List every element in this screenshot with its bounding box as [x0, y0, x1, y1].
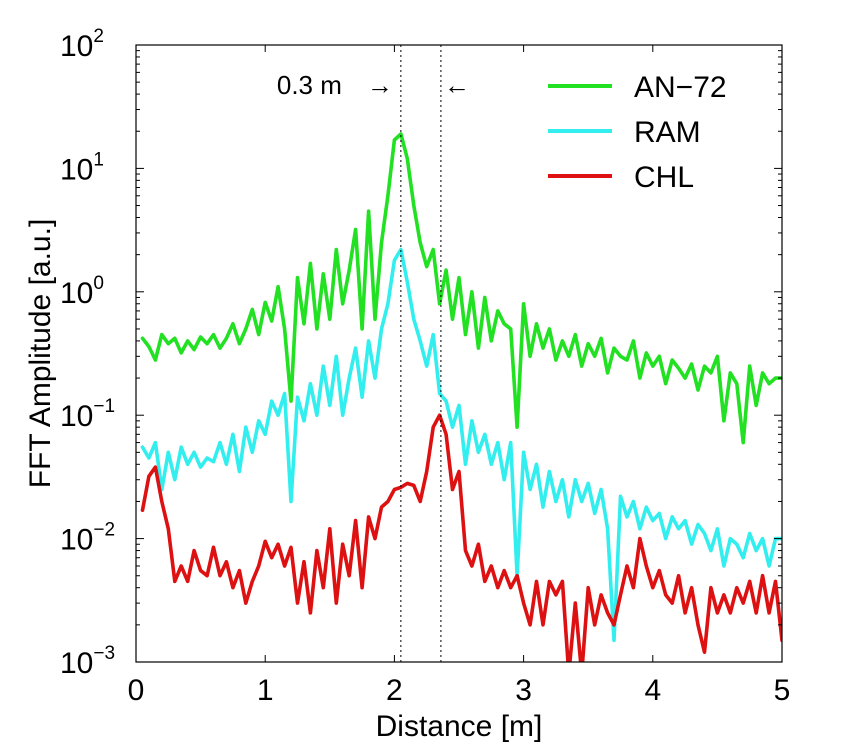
x-tick-label-0: 0 — [128, 674, 145, 707]
ticks-layer: 0 1 2 3 4 5 10−3 10−2 10−1 100 101 102 — [60, 26, 790, 707]
annotation-layer: 0.3 m → ← — [277, 45, 470, 662]
x-tick-label-3: 3 — [515, 674, 532, 707]
series-line-1 — [140, 247, 782, 643]
y-tick-label-2: 10−1 — [60, 396, 115, 433]
x-tick-label-5: 5 — [774, 674, 791, 707]
y-tick-label-1: 10−2 — [60, 520, 115, 557]
y-tick-label-5: 102 — [60, 26, 104, 63]
x-tick-label-2: 2 — [386, 674, 403, 707]
legend: AN−72 RAM CHL — [548, 71, 727, 194]
legend-label-2: CHL — [634, 161, 694, 194]
y-tick-label-3: 100 — [60, 273, 104, 310]
arrow-right-icon: → — [367, 70, 393, 100]
y-tick-label-0: 10−3 — [60, 643, 115, 680]
legend-label-0: AN−72 — [634, 71, 727, 104]
y-axis-title: FFT Amplitude [a.u.] — [24, 219, 57, 489]
arrow-left-icon: ← — [444, 70, 470, 100]
series-line-2 — [140, 413, 782, 662]
plot-frame — [135, 44, 783, 663]
series-line-0 — [140, 132, 782, 445]
separation-label: 0.3 m — [277, 70, 342, 100]
x-tick-label-1: 1 — [257, 674, 274, 707]
x-tick-label-4: 4 — [644, 674, 661, 707]
x-axis-title: Distance [m] — [376, 710, 543, 742]
y-tick-label-4: 101 — [60, 149, 104, 186]
legend-label-1: RAM — [634, 116, 701, 149]
series-layer — [140, 132, 782, 662]
